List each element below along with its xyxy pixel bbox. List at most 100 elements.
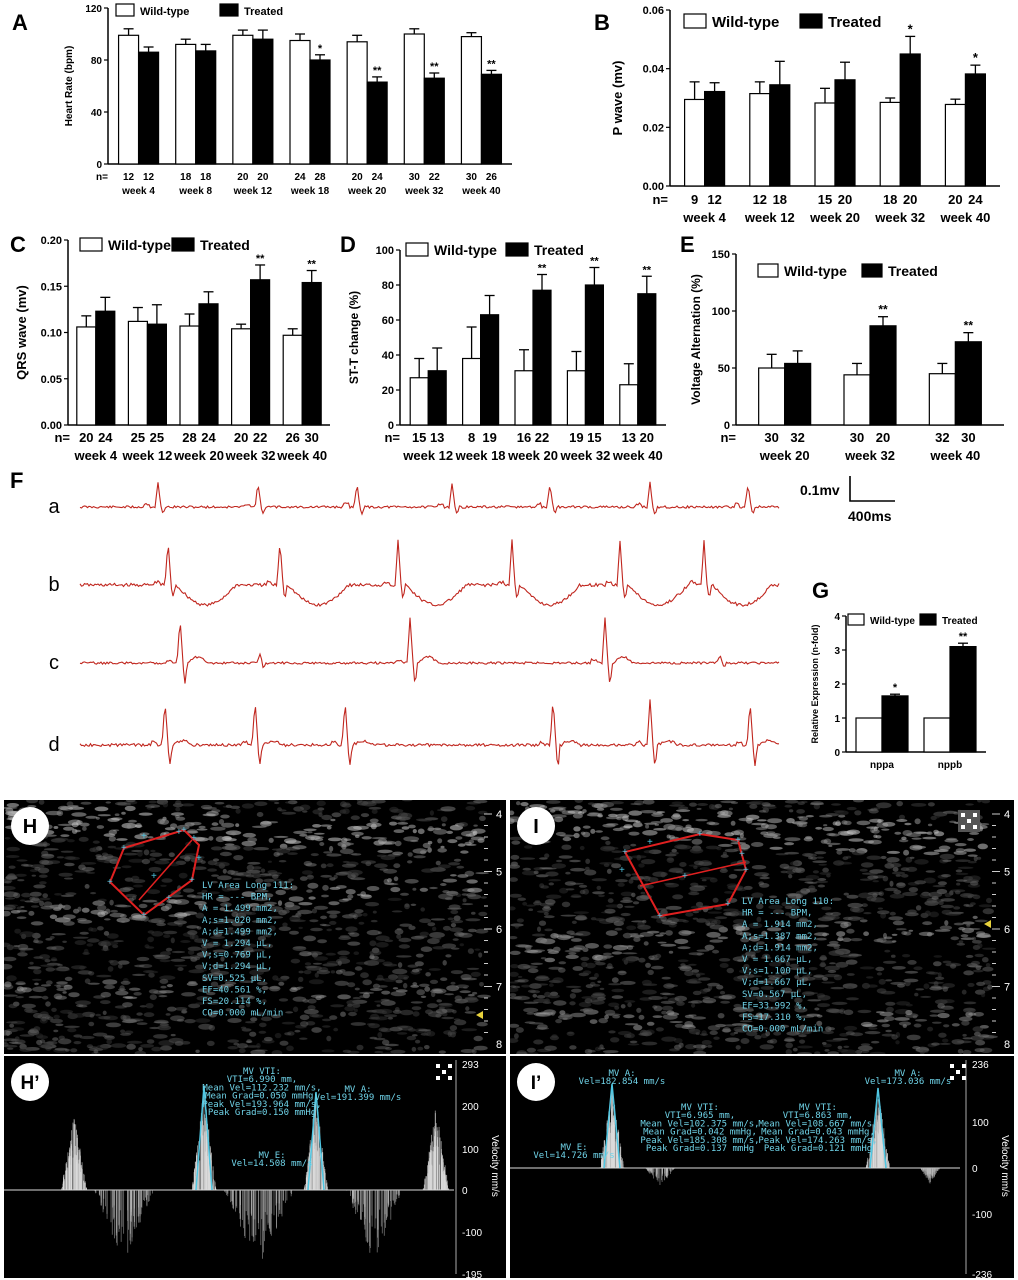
sample-size-label: 18 — [180, 172, 192, 183]
y-tick-label: 100 — [376, 245, 394, 257]
bar-treated — [309, 59, 331, 165]
sample-size-label: 30 — [304, 430, 318, 445]
significance-mark: * — [893, 682, 898, 694]
sample-size-prefix: n= — [652, 192, 668, 207]
panel-badge — [11, 1063, 49, 1101]
doppler-annotation: Vel=14.726 mm/s — [533, 1151, 614, 1161]
category-label: week 20 — [347, 186, 387, 197]
y-tick-label: 0.10 — [41, 328, 62, 340]
measurement-text: CO=0.000 mL/min — [202, 1009, 283, 1019]
bar-treated — [949, 645, 977, 753]
scale-voltage: 0.1mv — [800, 482, 840, 498]
sample-size-label: 28 — [182, 430, 196, 445]
category-label: week 12 — [402, 448, 453, 463]
y-tick-label: 1 — [834, 714, 840, 725]
doppler-negative-wave — [224, 1190, 295, 1259]
sample-size-label: 22 — [535, 430, 549, 445]
bar-treated — [146, 323, 167, 426]
doppler-annotation: Vel=173.036 mm/s — [865, 1077, 952, 1087]
bar-treated — [899, 53, 921, 187]
bar-wildtype — [403, 33, 425, 165]
sample-size-label: 20 — [838, 192, 852, 207]
depth-label: 5 — [496, 867, 502, 879]
sample-size-label: 28 — [314, 172, 326, 183]
y-tick-label: 50 — [718, 363, 730, 375]
sample-size-label: 22 — [253, 430, 267, 445]
echo-image-H: + + + + + + + + + + + LV Area Long 111: HR = --- BPM… — [4, 800, 506, 1054]
measurement-text: V;s=0.769 μL, — [202, 951, 272, 961]
bar-wildtype — [117, 34, 140, 165]
velocity-axis-title: Velocity mm/s — [999, 1135, 1010, 1197]
vti-trace — [603, 1083, 621, 1169]
doppler-annotation: MV A: — [344, 1085, 371, 1095]
category-label: week 12 — [121, 448, 172, 463]
panel-badge — [517, 1063, 555, 1101]
sample-size-label: 30 — [764, 430, 778, 445]
sample-size-label: 25 — [150, 430, 164, 445]
y-axis-label: Relative Expression (n-fold) — [810, 624, 820, 743]
category-label: week 32 — [874, 210, 925, 225]
sample-size-label: 32 — [790, 430, 804, 445]
trace-marker: + — [166, 893, 172, 904]
category-label: week 4 — [73, 448, 117, 463]
trace-marker: + — [657, 911, 663, 922]
doppler-negative-wave — [94, 1190, 155, 1253]
category-label: week 32 — [559, 448, 610, 463]
doppler-annotation: MV A: — [894, 1069, 921, 1079]
legend-label-treated: Treated — [888, 263, 938, 279]
panel-letter-Hp: H’ — [21, 1073, 40, 1094]
doppler-annotation: MV VTI: — [799, 1103, 837, 1113]
measurement-text: V = 1.667 μL, — [742, 955, 812, 965]
bar-treated — [95, 310, 116, 426]
category-label: week 40 — [939, 210, 990, 225]
doppler-annotation: Mean Grad=0.042 mmHg, — [643, 1128, 757, 1138]
category-label: week 12 — [744, 210, 795, 225]
panel-letter-H: H — [23, 816, 37, 838]
sample-size-label: 12 — [143, 172, 155, 183]
velocity-tick-label: 100 — [972, 1118, 989, 1129]
doppler-negative-wave — [919, 1168, 941, 1184]
trace-marker: + — [647, 837, 653, 848]
doppler-annotation: Vel=14.508 mm/s — [231, 1159, 312, 1169]
doppler-annotation: Mean Vel=112.232 mm/s, — [202, 1083, 321, 1093]
chart-p-wave: 0.00 0.02 0.04 0.06 P wave (mv) Wild-type Trea… — [610, 5, 1000, 225]
panel-letter-I: I — [533, 816, 539, 838]
lv-axis — [639, 861, 747, 887]
trace-marker: + — [121, 843, 127, 854]
measurement-text: A = 1.499 mm2, — [202, 904, 278, 914]
bar-treated — [964, 73, 986, 187]
doppler-annotation: Peak Grad=0.150 mmHg — [208, 1108, 316, 1118]
sample-size-label: 13 — [622, 430, 636, 445]
bar-treated — [869, 325, 897, 426]
y-axis-label: Voltage Alternation (%) — [689, 274, 703, 405]
trace-marker: + — [196, 853, 202, 864]
doppler-annotation: MV E: — [560, 1143, 587, 1153]
category-label: week 40 — [612, 448, 663, 463]
scale-bar — [849, 476, 895, 502]
legend-swatch-wildtype — [847, 613, 865, 626]
sample-size-label: 22 — [429, 172, 441, 183]
scale-time: 400ms — [848, 508, 892, 524]
significance-mark: ** — [430, 61, 439, 73]
vti-trace — [869, 1087, 887, 1169]
category-label: week 20 — [759, 448, 810, 463]
sample-size-label: 30 — [961, 430, 975, 445]
panel-letter-F: F — [10, 468, 24, 493]
bar-wildtype — [232, 34, 254, 165]
ecg-row-label: b — [48, 574, 59, 596]
trace-marker: + — [181, 825, 187, 836]
legend-swatch-treated — [171, 237, 195, 252]
category-label: week 8 — [178, 186, 212, 197]
sample-size-label: 12 — [123, 172, 135, 183]
sample-size-label: 9 — [691, 192, 698, 207]
sample-size-prefix: n= — [54, 430, 70, 445]
ecg-trace — [79, 617, 780, 684]
legend-label-treated: Treated — [244, 6, 283, 18]
bar-wildtype — [282, 334, 303, 426]
trace-marker: + — [682, 871, 688, 882]
sample-size-label: 12 — [707, 192, 721, 207]
sample-size-prefix: n= — [384, 430, 400, 445]
chart-qrs-wave: 0.00 0.05 0.10 0.15 0.20 QRS wave (mv) Wild-ty… — [14, 235, 330, 463]
bar-treated — [427, 370, 447, 426]
y-tick-label: 0.00 — [643, 181, 664, 193]
